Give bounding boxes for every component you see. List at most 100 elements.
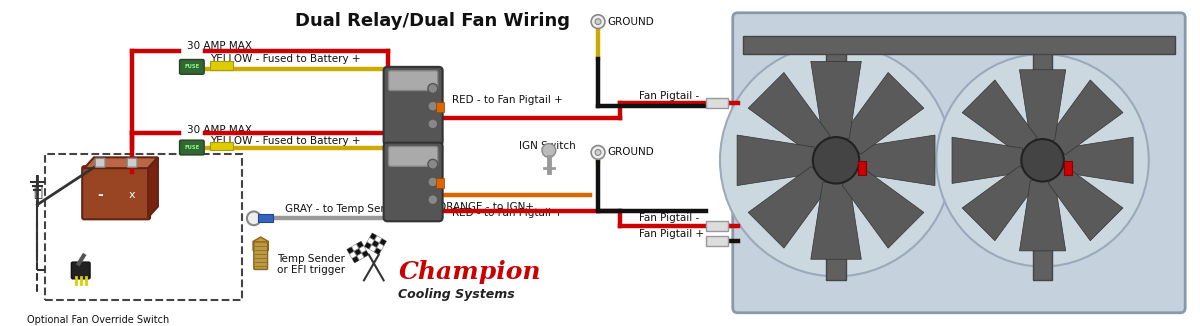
FancyBboxPatch shape bbox=[254, 242, 268, 270]
Circle shape bbox=[812, 137, 859, 184]
Text: YELLOW - Fused to Battery +: YELLOW - Fused to Battery + bbox=[210, 136, 360, 146]
Polygon shape bbox=[370, 233, 377, 240]
Circle shape bbox=[936, 54, 1148, 267]
Circle shape bbox=[542, 143, 556, 157]
Polygon shape bbox=[1048, 80, 1123, 155]
Polygon shape bbox=[1020, 180, 1066, 251]
Bar bbox=[743, 37, 1175, 54]
Polygon shape bbox=[349, 251, 356, 259]
Polygon shape bbox=[811, 182, 862, 259]
Text: ⏚: ⏚ bbox=[32, 184, 42, 199]
Text: Optional Fan Override Switch: Optional Fan Override Switch bbox=[28, 315, 169, 325]
Polygon shape bbox=[374, 248, 382, 255]
Polygon shape bbox=[1048, 166, 1123, 241]
Polygon shape bbox=[359, 246, 366, 253]
Text: -: - bbox=[97, 188, 103, 202]
Polygon shape bbox=[1062, 137, 1133, 184]
Polygon shape bbox=[811, 61, 862, 139]
FancyBboxPatch shape bbox=[180, 140, 204, 155]
Text: Fan Pigtail +: Fan Pigtail + bbox=[640, 229, 704, 239]
Circle shape bbox=[428, 177, 438, 187]
FancyBboxPatch shape bbox=[180, 60, 204, 74]
Text: Champion: Champion bbox=[398, 260, 541, 284]
Circle shape bbox=[428, 119, 438, 129]
Polygon shape bbox=[370, 245, 377, 252]
Text: Dual Relay/Dual Fan Wiring: Dual Relay/Dual Fan Wiring bbox=[295, 12, 570, 30]
FancyBboxPatch shape bbox=[389, 147, 438, 166]
Polygon shape bbox=[362, 250, 368, 257]
Text: GROUND: GROUND bbox=[608, 17, 655, 27]
Polygon shape bbox=[842, 166, 924, 248]
Polygon shape bbox=[352, 244, 359, 251]
Polygon shape bbox=[952, 137, 1022, 184]
FancyBboxPatch shape bbox=[733, 13, 1186, 313]
Bar bbox=[436, 102, 444, 112]
FancyBboxPatch shape bbox=[95, 158, 106, 167]
Circle shape bbox=[595, 19, 601, 24]
Text: x: x bbox=[128, 190, 136, 200]
Polygon shape bbox=[356, 253, 364, 260]
Polygon shape bbox=[347, 247, 354, 254]
Circle shape bbox=[428, 195, 438, 205]
Polygon shape bbox=[858, 135, 935, 185]
Text: 30 AMP MAX: 30 AMP MAX bbox=[187, 125, 252, 135]
Bar bbox=[707, 98, 728, 108]
Bar bbox=[210, 141, 233, 151]
Text: GRAY - to Temp Sender: GRAY - to Temp Sender bbox=[286, 204, 404, 215]
Text: Cooling Systems: Cooling Systems bbox=[398, 288, 515, 301]
Text: YELLOW - Fused to Battery +: YELLOW - Fused to Battery + bbox=[210, 54, 360, 64]
FancyBboxPatch shape bbox=[82, 166, 150, 219]
Circle shape bbox=[720, 44, 952, 276]
Polygon shape bbox=[367, 238, 374, 244]
Polygon shape bbox=[377, 243, 384, 250]
FancyBboxPatch shape bbox=[384, 67, 443, 145]
Bar bbox=[1033, 49, 1052, 280]
FancyBboxPatch shape bbox=[389, 71, 438, 91]
Polygon shape bbox=[374, 236, 382, 243]
Bar bbox=[827, 49, 846, 280]
Polygon shape bbox=[354, 249, 361, 256]
Circle shape bbox=[592, 145, 605, 159]
Bar bbox=[258, 215, 274, 222]
Text: Fan Pigtail -: Fan Pigtail - bbox=[640, 91, 700, 101]
Circle shape bbox=[595, 150, 601, 156]
Circle shape bbox=[428, 101, 438, 111]
FancyBboxPatch shape bbox=[71, 262, 90, 279]
Circle shape bbox=[428, 83, 438, 94]
Circle shape bbox=[592, 15, 605, 28]
FancyBboxPatch shape bbox=[127, 158, 137, 167]
Polygon shape bbox=[749, 166, 830, 248]
Circle shape bbox=[1021, 139, 1064, 182]
Polygon shape bbox=[842, 72, 924, 154]
Polygon shape bbox=[84, 157, 158, 168]
Bar bbox=[436, 178, 444, 188]
Polygon shape bbox=[737, 135, 815, 185]
Polygon shape bbox=[253, 237, 269, 255]
Text: FUSE: FUSE bbox=[185, 145, 199, 150]
Polygon shape bbox=[962, 166, 1037, 241]
Text: Fan Pigtail -: Fan Pigtail - bbox=[640, 213, 700, 223]
Text: RED - to Fan Pigtail +: RED - to Fan Pigtail + bbox=[452, 95, 563, 105]
Text: RED - to Fan Pigtail +: RED - to Fan Pigtail + bbox=[452, 208, 563, 218]
Circle shape bbox=[428, 159, 438, 169]
Polygon shape bbox=[352, 256, 359, 263]
Polygon shape bbox=[148, 157, 158, 217]
Text: 30 AMP MAX: 30 AMP MAX bbox=[187, 41, 252, 51]
Polygon shape bbox=[379, 239, 386, 245]
Bar bbox=[707, 221, 728, 231]
Bar bbox=[707, 236, 728, 246]
Polygon shape bbox=[1020, 70, 1066, 140]
Polygon shape bbox=[749, 72, 830, 154]
Bar bbox=[210, 61, 233, 70]
Bar bbox=[858, 161, 865, 175]
Text: IGN Switch: IGN Switch bbox=[520, 141, 576, 151]
Text: FUSE: FUSE bbox=[185, 64, 199, 69]
Text: GROUND: GROUND bbox=[608, 147, 655, 157]
Circle shape bbox=[247, 212, 260, 225]
Polygon shape bbox=[365, 242, 371, 249]
Text: Temp Sender
or EFI trigger: Temp Sender or EFI trigger bbox=[277, 254, 346, 275]
Polygon shape bbox=[372, 240, 379, 247]
Polygon shape bbox=[962, 80, 1037, 155]
FancyBboxPatch shape bbox=[384, 142, 443, 221]
Bar bbox=[1064, 161, 1072, 175]
